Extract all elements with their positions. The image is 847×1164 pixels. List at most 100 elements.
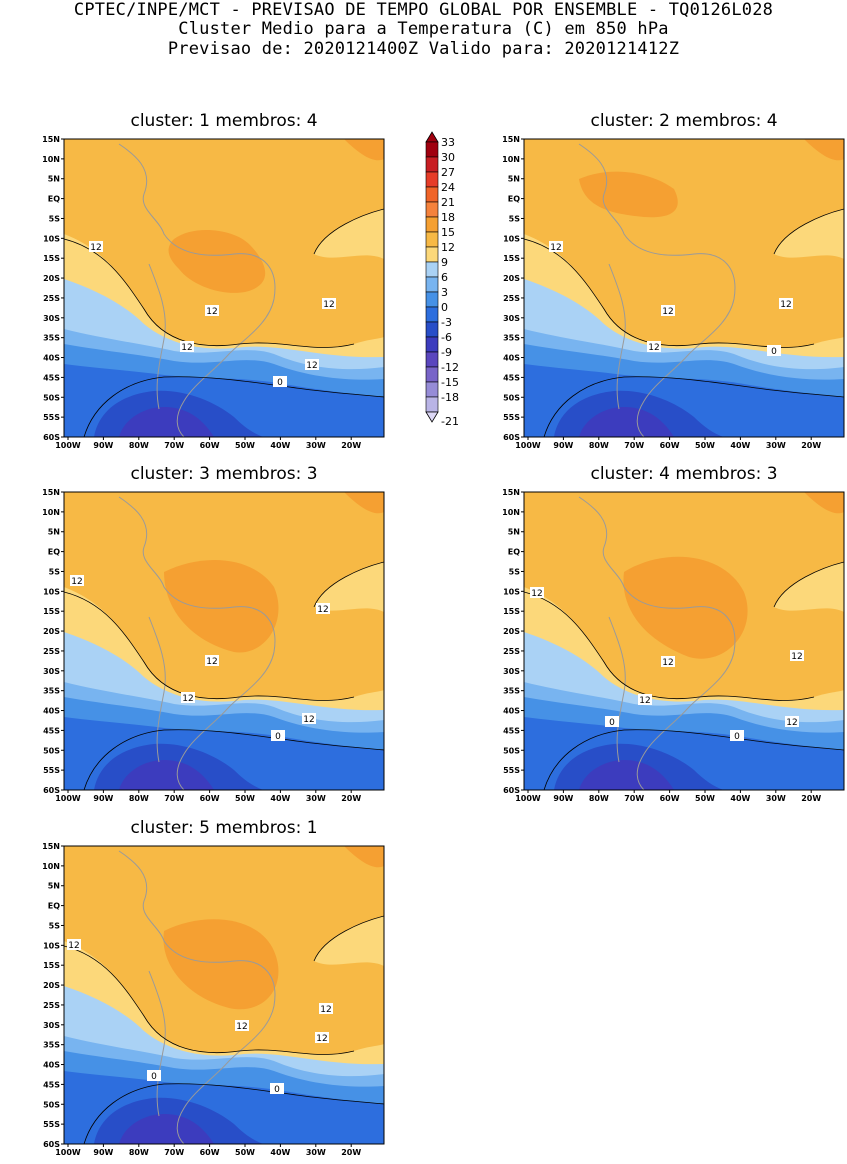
svg-text:12: 12 [639,696,650,706]
lon-tick-label: 100W [515,441,541,450]
svg-text:12: 12 [531,589,542,599]
contour-label: 0 [147,1070,161,1082]
svg-text:12: 12 [786,718,797,728]
lat-tick-label: 5N [48,528,60,537]
contour-label: 12 [790,650,804,662]
lat-tick-label: 15N [42,842,60,851]
lon-tick-label: 100W [515,794,541,803]
lat-tick-label: 35S [503,687,520,696]
contour-0 [543,729,844,790]
lon-tick-label: 80W [589,441,609,450]
lat-tick-label: 60S [43,1140,60,1149]
lat-tick-label: 5N [48,882,60,891]
header-line-1: CPTEC/INPE/MCT - PREVISAO DE TEMPO GLOBA… [73,0,774,20]
lon-tick-label: 60W [200,794,220,803]
map-panel-3: 12 12 12 12 12 0 15N 10N 5N EQ 5S 10S 15S 20S 25S 30S 35… [42,488,385,803]
lat-tick-label: 20S [503,274,520,283]
lon-tick-label: 80W [129,794,149,803]
lon-tick-label: 20W [801,441,821,450]
lon-tick-label: 50W [695,441,715,450]
lon-tick-label: 30W [766,794,786,803]
svg-text:12: 12 [791,652,802,662]
lat-tick-label: 50S [503,746,520,755]
lat-tick-label: 50S [503,393,520,402]
lon-tick-label: 50W [695,794,715,803]
lon-tick-label: 40W [270,794,290,803]
lat-tick-label: 5S [49,214,61,223]
lat-tick-label: 25S [503,647,520,656]
contour-label: 12 [661,305,675,317]
lat-tick-label: 60S [43,433,60,442]
lat-tick-label: EQ [508,548,520,557]
contour-label: 0 [767,345,781,357]
contour-12-east [313,208,384,255]
lat-tick-label: 40S [43,707,60,716]
map-frame [63,845,385,1145]
svg-text:12: 12 [71,577,82,587]
contour-label: 0 [273,376,287,388]
map-panel-1: 12 12 12 12 12 0 15N 10N 5N EQ 5S 10S 15S 20S 25S 30S 35… [42,135,385,450]
map-frame [523,138,845,438]
lat-tick-label: EQ [508,195,520,204]
lat-tick-label: 45S [43,373,60,382]
colorbar-label: 18 [441,211,455,224]
svg-text:12: 12 [317,605,328,615]
lon-tick-label: 40W [270,1148,290,1157]
lat-tick-label: 25S [43,294,60,303]
lat-tick-label: 20S [503,627,520,636]
lat-tick-label: 35S [503,334,520,343]
lat-tick-label: 15S [43,607,60,616]
contour-label: 12 [235,1020,249,1032]
contour-label: 12 [661,656,675,668]
lat-tick-label: 30S [503,314,520,323]
contour-12 [64,945,355,1055]
contour-label: 0 [730,730,744,742]
band-minus6 [119,760,214,790]
svg-text:12: 12 [236,1022,247,1032]
svg-text:12: 12 [90,243,101,253]
band-18 [579,171,678,218]
panel-title-5: cluster: 5 membros: 1 [130,818,318,838]
colorbar-swatch [425,291,439,308]
band-18 [164,560,279,653]
lat-tick-label: 35S [43,687,60,696]
colorbar-label: 6 [441,271,448,284]
lon-tick-label: 40W [730,794,750,803]
lat-tick-label: 15N [502,135,520,144]
lat-tick-label: 45S [503,373,520,382]
svg-text:12: 12 [550,243,561,253]
lat-tick-label: 20S [43,274,60,283]
colorbar-label: -18 [441,391,459,404]
contour-label: 12 [205,655,219,667]
continent-outline [578,496,736,790]
lat-tick-label: 30S [43,667,60,676]
lon-tick-label: 90W [553,441,573,450]
svg-text:0: 0 [609,718,615,728]
lat-tick-label: 15N [42,488,60,497]
lon-tick-label: 50W [235,441,255,450]
svg-text:0: 0 [734,732,740,742]
svg-text:0: 0 [275,732,281,742]
lon-tick-label: 80W [129,441,149,450]
colorbar-label: -6 [441,331,452,344]
colorbar-label: 12 [441,241,455,254]
colorbar-label: 15 [441,226,455,239]
colorbar-bottom-arrow [425,411,439,423]
lon-tick-label: 100W [55,1148,81,1157]
map-frame [63,138,385,438]
lon-tick-label: 70W [164,794,184,803]
svg-text:12: 12 [648,343,659,353]
colorbar-swatch [425,336,439,353]
band-minus6 [119,1114,214,1144]
lat-tick-label: 40S [503,707,520,716]
lon-tick-label: 30W [306,1148,326,1157]
band-minus6 [579,760,674,790]
lon-tick-label: 70W [164,441,184,450]
lat-tick-label: 15S [43,961,60,970]
colorbar-label: -12 [441,361,459,374]
band-18-ne [804,492,844,514]
lat-tick-label: EQ [48,548,60,557]
contour-label: 12 [785,716,799,728]
lon-tick-label: 80W [129,1148,149,1157]
lat-tick-label: 40S [43,1061,60,1070]
